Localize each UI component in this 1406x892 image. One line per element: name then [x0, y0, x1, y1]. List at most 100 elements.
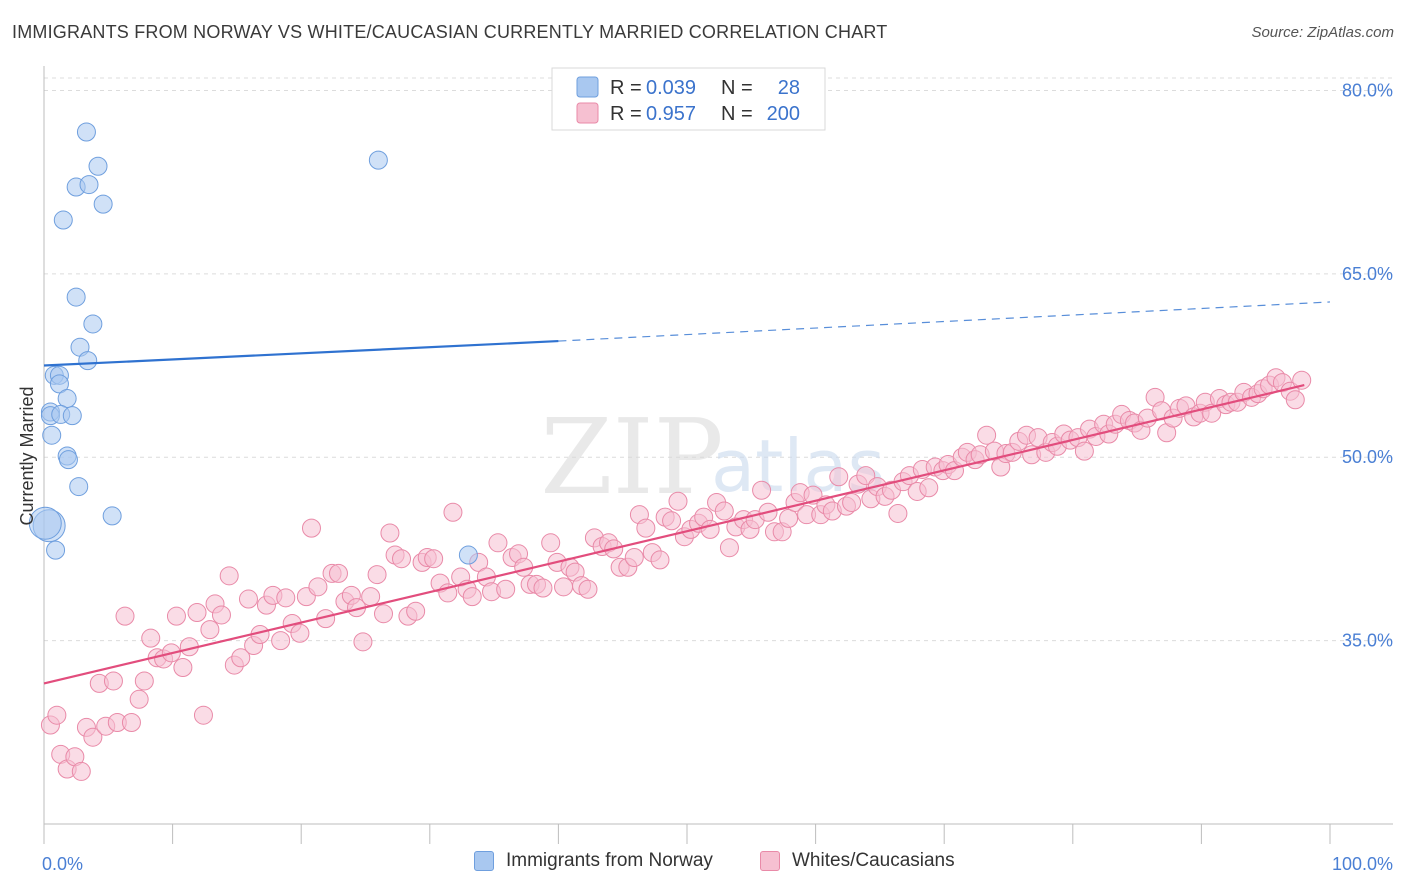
point-whites [141, 628, 161, 648]
legend-n-label-whites: N = [721, 103, 753, 125]
point-whites [276, 588, 296, 608]
point-whites [290, 623, 310, 643]
point-whites [392, 549, 412, 569]
y-tick-label: 50.0% [1342, 447, 1393, 467]
x-tick-label: 100.0% [1332, 854, 1393, 874]
point-norway [62, 406, 82, 426]
point-whites [662, 511, 682, 531]
axes [43, 66, 1393, 844]
trend-line-norway [43, 339, 559, 367]
bottom-legend-swatch-norway [474, 851, 494, 871]
point-whites [134, 671, 154, 691]
point-whites [856, 466, 876, 486]
point-whites [83, 727, 103, 747]
point-whites [166, 606, 186, 626]
legend-r-value-norway: 0.039 [646, 77, 696, 99]
series-norway-points [28, 122, 478, 565]
point-whites [1285, 390, 1305, 410]
point-whites [842, 492, 862, 512]
point-whites [115, 606, 135, 626]
point-whites [462, 587, 482, 607]
bottom-legend-norway: Immigrants from Norway [474, 850, 713, 872]
y-tick-label: 80.0% [1342, 80, 1393, 100]
series-whites-points [40, 368, 1312, 781]
trend-line-whites [43, 384, 1305, 685]
point-whites [328, 563, 348, 583]
point-whites [554, 577, 574, 597]
point-norway [88, 156, 108, 176]
point-whites [888, 503, 908, 523]
point-whites [380, 523, 400, 543]
y-axis-title: Currently Married [17, 386, 37, 525]
point-norway [46, 540, 66, 560]
point-norway [49, 374, 69, 394]
point-norway [76, 122, 96, 142]
point-norway [58, 450, 78, 470]
legend-r-value-whites: 0.957 [646, 103, 696, 125]
point-whites [271, 631, 291, 651]
legend-swatch-whites [576, 102, 599, 124]
point-whites [1074, 441, 1094, 461]
point-whites [353, 632, 373, 652]
point-norway [93, 194, 113, 214]
point-norway [28, 506, 62, 540]
y-tick-label: 35.0% [1342, 631, 1393, 651]
point-whites [200, 620, 220, 640]
point-whites [187, 602, 207, 622]
point-norway [79, 175, 99, 195]
point-whites [668, 491, 688, 511]
point-norway [83, 314, 103, 334]
legend-n-value-norway: 28 [778, 77, 800, 99]
legend-r-label-whites: R = [610, 103, 642, 125]
point-whites [121, 713, 141, 733]
point-whites [367, 565, 387, 585]
point-norway [458, 545, 478, 565]
point-whites [238, 589, 258, 609]
point-whites [650, 550, 670, 570]
point-whites [193, 705, 213, 725]
point-whites [211, 605, 231, 625]
grid-lines [44, 77, 1393, 642]
legend-n-label-norway: N = [721, 77, 753, 99]
y-tick-label: 65.0% [1342, 264, 1393, 284]
point-whites [496, 579, 516, 599]
point-whites [533, 578, 553, 598]
point-whites [779, 508, 799, 528]
bottom-legend-whites: Whites/Caucasians [760, 850, 955, 872]
trend-line-norway-extension [558, 301, 1331, 342]
point-whites [71, 761, 91, 781]
point-norway [66, 287, 86, 307]
tick-labels: 35.0% 50.0% 65.0% 80.0% 0.0% 100.0% [42, 80, 1393, 874]
point-whites [47, 705, 67, 725]
point-whites [719, 538, 739, 558]
chart-title: IMMIGRANTS FROM NORWAY VS WHITE/CAUCASIA… [12, 22, 888, 42]
legend-n-value-whites: 200 [767, 103, 800, 125]
point-whites [752, 480, 772, 500]
point-whites [173, 658, 193, 678]
source-credit: Source: ZipAtlas.com [1251, 24, 1394, 41]
point-whites [919, 478, 939, 498]
point-whites [700, 519, 720, 539]
point-whites [301, 518, 321, 538]
x-tick-label: 0.0% [42, 854, 83, 874]
point-whites [624, 547, 644, 567]
point-norway [53, 210, 73, 230]
legend-swatch-norway [576, 76, 599, 98]
trend-lines [43, 301, 1331, 685]
point-norway [69, 477, 89, 497]
point-whites [541, 533, 561, 553]
point-norway [42, 425, 62, 445]
point-whites [231, 648, 251, 668]
point-whites [103, 671, 123, 691]
point-whites [308, 577, 328, 597]
point-whites [714, 501, 734, 521]
bottom-legend-swatch-whites [760, 851, 780, 871]
point-whites [578, 579, 598, 599]
point-whites [129, 689, 149, 709]
legend-r-label-norway: R = [610, 77, 642, 99]
watermark-zip: ZIP [540, 396, 723, 518]
point-whites [361, 587, 381, 607]
point-norway [368, 150, 388, 170]
point-norway [78, 351, 98, 371]
